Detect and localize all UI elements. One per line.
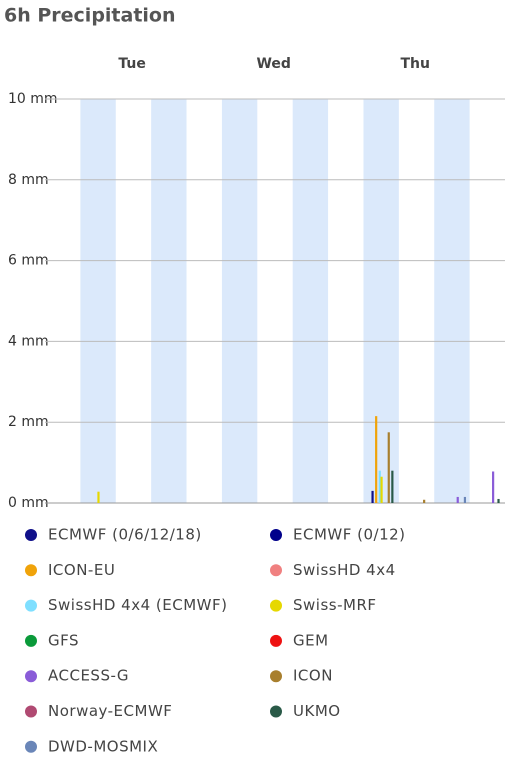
legend-label: Norway-ECMWF xyxy=(48,702,172,720)
legend-label: SwissHD 4x4 (ECMWF) xyxy=(48,596,227,614)
day-label: Wed xyxy=(256,56,290,72)
legend-label: ICON-EU xyxy=(48,561,115,579)
legend-marker xyxy=(270,634,282,647)
legend-marker xyxy=(25,564,37,577)
night-band xyxy=(151,99,187,503)
legend-label: ICON xyxy=(293,667,333,685)
legend-label: UKMO xyxy=(293,702,341,720)
legend-marker xyxy=(25,529,37,541)
legend-label: Swiss-MRF xyxy=(293,596,377,614)
legend-marker xyxy=(25,599,37,612)
night-band xyxy=(434,99,470,503)
y-tick-label: 0 mm xyxy=(8,495,49,511)
bar xyxy=(380,476,383,503)
legend-marker xyxy=(25,740,37,753)
legend-label: ECMWF (0/6/12/18) xyxy=(48,526,202,544)
legend-marker xyxy=(270,529,282,541)
day-label: Tue xyxy=(118,56,145,72)
bar xyxy=(387,432,390,503)
legend-label: ACCESS-G xyxy=(48,667,129,685)
y-tick-label: 10 mm xyxy=(8,91,58,107)
legend-marker xyxy=(25,634,37,647)
bar xyxy=(463,496,467,503)
legend-marker xyxy=(270,670,282,683)
night-band xyxy=(221,99,258,503)
legend-label: SwissHD 4x4 xyxy=(293,561,396,579)
legend-marker xyxy=(25,670,37,683)
legend-marker xyxy=(270,564,282,577)
legend-label: DWD-MOSMIX xyxy=(48,737,158,755)
bar xyxy=(391,470,394,503)
y-tick-label: 8 mm xyxy=(8,172,49,188)
bar xyxy=(492,471,495,503)
y-tick-label: 6 mm xyxy=(8,253,49,269)
legend-label: GFS xyxy=(48,631,79,649)
legend-marker xyxy=(25,705,37,718)
legend-marker xyxy=(270,599,282,612)
bar xyxy=(497,498,500,503)
bar xyxy=(371,490,374,503)
bar xyxy=(378,470,381,503)
day-label: Thu xyxy=(400,56,429,72)
bar xyxy=(456,496,459,503)
legend-label: ECMWF (0/12) xyxy=(293,526,406,544)
bar xyxy=(375,416,378,503)
night-band xyxy=(292,99,329,503)
night-band xyxy=(80,99,116,503)
chart-title: 6h Precipitation xyxy=(4,5,176,27)
legend-marker xyxy=(270,705,282,718)
y-tick-label: 2 mm xyxy=(8,414,49,430)
bar xyxy=(423,499,426,503)
night-band xyxy=(363,99,399,503)
bar xyxy=(97,491,100,503)
legend-label: GEM xyxy=(293,631,329,649)
y-tick-label: 4 mm xyxy=(8,333,49,349)
